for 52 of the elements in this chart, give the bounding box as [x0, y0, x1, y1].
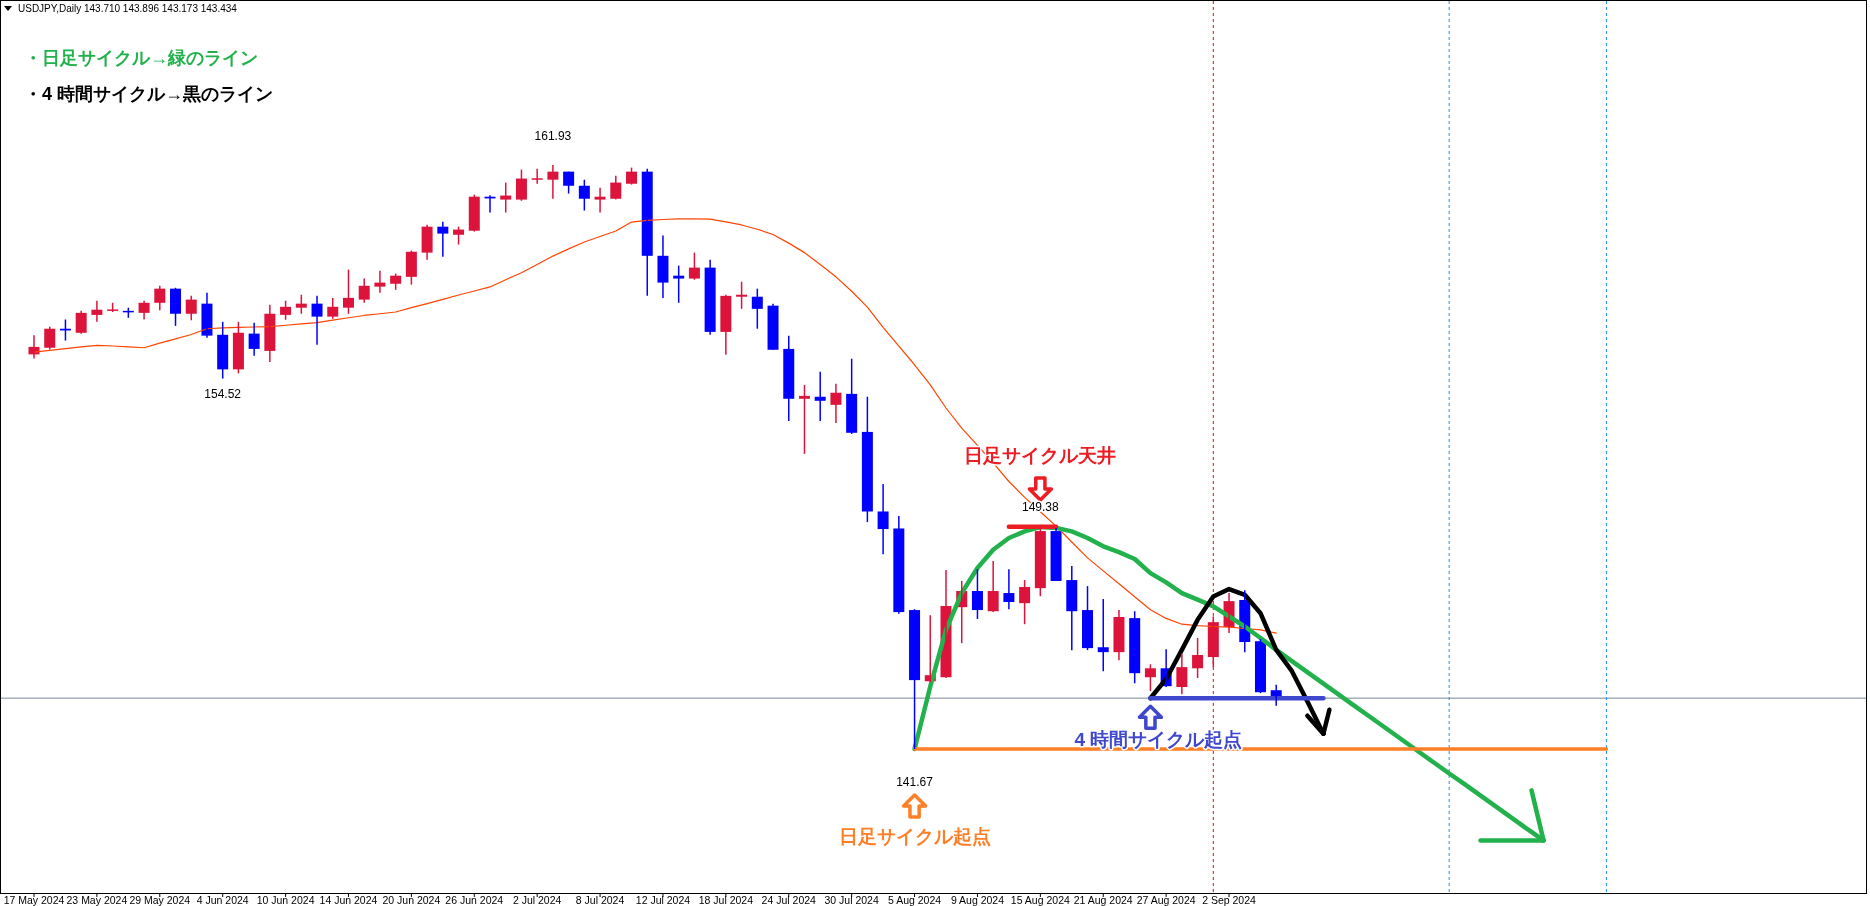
x-tick-label: 27 Aug 2024	[1136, 894, 1196, 906]
annotation: 154.52	[204, 386, 242, 401]
candlestick	[405, 249, 417, 286]
candlestick	[531, 168, 543, 185]
x-tick-label: 5 Aug 2024	[887, 894, 942, 906]
x-tick-label: 12 Jul 2024	[635, 894, 691, 906]
candlestick	[578, 178, 590, 212]
x-tick-label: 29 May 2024	[129, 894, 191, 906]
text: 161.93	[534, 129, 572, 143]
candlestick	[1034, 526, 1046, 597]
x-tick-label: 8 Jul 2024	[575, 894, 625, 906]
candlestick	[909, 608, 921, 750]
x-tick-label: 2 Sep 2024	[1202, 894, 1257, 906]
x-tick-label: 30 Jul 2024	[824, 894, 879, 906]
candlestick	[500, 181, 512, 214]
x-tick-label: 4 Jun 2024	[196, 894, 249, 906]
candlestick	[1129, 610, 1141, 685]
x-tick-label: 10 Jun 2024	[256, 894, 315, 906]
text: 日足サイクル起点	[838, 826, 991, 847]
x-tick-label: 17 May 2024	[3, 894, 65, 906]
x-tick-label: 20 Jun 2024	[382, 894, 441, 906]
candlestick	[1144, 663, 1156, 692]
x-tick-label: 9 Aug 2024	[950, 894, 1005, 906]
candlestick	[688, 251, 700, 281]
x-tick-label: 14 Jun 2024	[319, 894, 378, 906]
candlestick	[170, 287, 182, 327]
candlestick	[1019, 579, 1031, 625]
candlestick	[798, 384, 810, 455]
candlestick	[673, 264, 685, 304]
candlestick	[295, 293, 307, 315]
candlestick	[280, 300, 292, 321]
chart-title: USDJPY,Daily 143.710 143.896 143.173 143.434	[18, 3, 238, 14]
candlestick	[846, 357, 858, 435]
annotation: 141.67	[896, 775, 934, 789]
candlestick	[563, 170, 575, 195]
candlestick	[342, 268, 354, 315]
text: ・4 時間サイクル→黒のライン	[24, 84, 274, 104]
candlestick	[861, 396, 873, 523]
annotation: 4 時間サイクル起点	[1074, 729, 1243, 751]
x-tick-label: 15 Aug 2024	[1010, 894, 1070, 906]
candlestick	[971, 568, 983, 620]
candlestick	[736, 280, 748, 310]
x-tick-label: 24 Jul 2024	[761, 894, 817, 906]
x-tick-label: 18 Jul 2024	[698, 894, 754, 906]
candlestick	[1082, 585, 1094, 651]
text: ・日足サイクル→緑のライン	[24, 48, 258, 68]
candlestick	[515, 168, 527, 202]
candlestick	[751, 287, 763, 330]
x-tick-label: 21 Aug 2024	[1073, 894, 1133, 906]
x-tick-label: 23 May 2024	[66, 894, 128, 906]
x-tick-label: 2 Jul 2024	[512, 894, 562, 906]
x-tick-label: 26 Jun 2024	[445, 894, 504, 906]
